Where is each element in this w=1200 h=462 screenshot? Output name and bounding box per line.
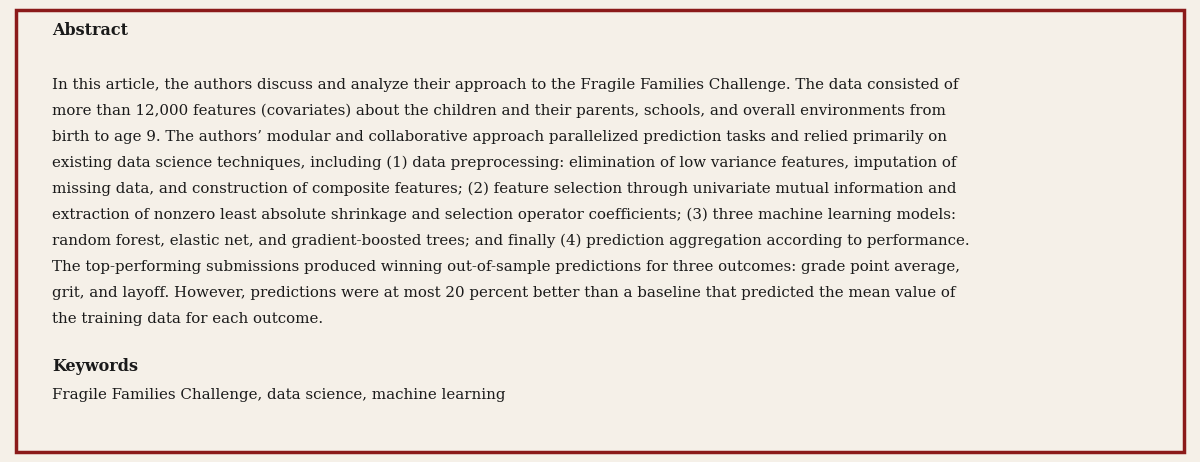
Text: Abstract: Abstract xyxy=(52,22,128,39)
Text: In this article, the authors discuss and analyze their approach to the Fragile F: In this article, the authors discuss and… xyxy=(52,78,959,92)
Text: missing data, and construction of composite features; (2) feature selection thro: missing data, and construction of compos… xyxy=(52,182,956,196)
Text: The top-performing submissions produced winning out-of-sample predictions for th: The top-performing submissions produced … xyxy=(52,260,960,274)
Text: birth to age 9. The authors’ modular and collaborative approach parallelized pre: birth to age 9. The authors’ modular and… xyxy=(52,130,947,144)
Text: Keywords: Keywords xyxy=(52,358,138,375)
Text: existing data science techniques, including (1) data preprocessing: elimination : existing data science techniques, includ… xyxy=(52,156,956,170)
Text: Fragile Families Challenge, data science, machine learning: Fragile Families Challenge, data science… xyxy=(52,388,505,402)
Text: grit, and layoff. However, predictions were at most 20 percent better than a bas: grit, and layoff. However, predictions w… xyxy=(52,286,955,300)
Text: extraction of nonzero least absolute shrinkage and selection operator coefficien: extraction of nonzero least absolute shr… xyxy=(52,208,956,222)
FancyBboxPatch shape xyxy=(16,10,1184,452)
Text: random forest, elastic net, and gradient-boosted trees; and finally (4) predicti: random forest, elastic net, and gradient… xyxy=(52,234,970,249)
Text: more than 12,000 features (covariates) about the children and their parents, sch: more than 12,000 features (covariates) a… xyxy=(52,104,946,118)
Text: the training data for each outcome.: the training data for each outcome. xyxy=(52,312,323,326)
